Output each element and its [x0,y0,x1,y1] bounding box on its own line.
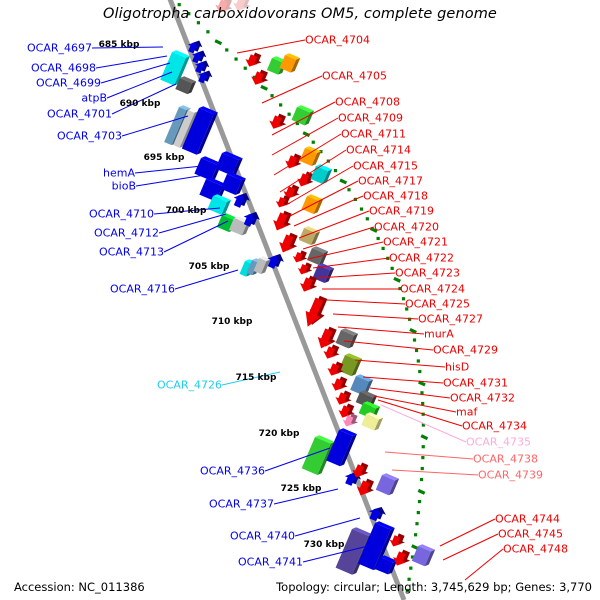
gene-label-ocar_4725[interactable]: OCAR_4725 [405,297,471,311]
gene-label-ocar_4710[interactable]: OCAR_4710 [88,207,154,221]
gene-label-ocar_4748[interactable]: OCAR_4748 [503,542,569,556]
gene-label-ocar_4699[interactable]: OCAR_4699 [35,76,101,90]
gene-label-ocar_4719[interactable]: OCAR_4719 [369,204,435,218]
gene-label-hema[interactable]: hemA [103,166,135,180]
gene-label-ocar_4698[interactable]: OCAR_4698 [30,61,96,75]
gene-label-ocar_4740[interactable]: OCAR_4740 [229,529,295,543]
scale-tick-685-kbp: 685 kbp [98,40,140,50]
gene-label-mura[interactable]: murA [424,327,454,341]
gene-label-ocar_4729[interactable]: OCAR_4729 [433,343,499,357]
genome-axis-line [167,0,407,600]
scale-tick-690-kbp: 690 kbp [119,99,161,109]
scale-tick-720-kbp: 720 kbp [258,429,300,439]
gene-label-ocar_4701[interactable]: OCAR_4701 [46,107,112,121]
gene-label-ocar_4716[interactable]: OCAR_4716 [109,282,175,296]
gene-label-ocar_4709[interactable]: OCAR_4709 [338,111,404,125]
gene-label-ocar_4714[interactable]: OCAR_4714 [346,143,412,157]
gene-label-ocar_4722[interactable]: OCAR_4722 [389,251,455,265]
gene-label-ocar_4724[interactable]: OCAR_4724 [400,282,466,296]
gene-label-ocar_4744[interactable]: OCAR_4744 [495,512,561,526]
gene-label-ocar_4741[interactable]: OCAR_4741 [237,555,303,569]
gene-label-ocar_4723[interactable]: OCAR_4723 [395,266,461,280]
gene-label-ocar_4738[interactable]: OCAR_4738 [473,452,539,466]
gene-label-ocar_4703[interactable]: OCAR_4703 [56,129,122,143]
gene-feature-layer[interactable] [160,0,436,576]
gene-label-ocar_4718[interactable]: OCAR_4718 [363,189,429,203]
gene-label-ocar_4727[interactable]: OCAR_4727 [418,312,484,326]
scale-tick-725-kbp: 725 kbp [280,484,322,494]
gene-label-ocar_4734[interactable]: OCAR_4734 [462,419,528,433]
scale-tick-715-kbp: 715 kbp [235,373,277,383]
scale-tick-705-kbp: 705 kbp [188,262,230,272]
gene-label-ocar_4713[interactable]: OCAR_4713 [98,245,164,259]
gene-label-ocar_4704[interactable]: OCAR_4704 [305,33,371,47]
gene-label-ocar_4705[interactable]: OCAR_4705 [322,69,388,83]
scale-tick-700-kbp: 700 kbp [165,206,207,216]
gene-label-hisd[interactable]: hisD [445,360,470,374]
gene-label-ocar_4715[interactable]: OCAR_4715 [353,159,419,173]
gene-label-ocar_4720[interactable]: OCAR_4720 [374,220,440,234]
scale-tick-695-kbp: 695 kbp [143,153,185,163]
gene-label-ocar_4739[interactable]: OCAR_4739 [478,468,544,482]
gene-label-ocar_4711[interactable]: OCAR_4711 [341,127,407,141]
gene-label-ocar_4736[interactable]: OCAR_4736 [199,464,265,478]
gene-label-ocar_4726[interactable]: OCAR_4726 [156,378,222,392]
accession-text: Accession: NC_011386 [14,580,145,594]
genome-summary-text: Topology: circular; Length: 3,745,629 bp… [276,580,592,594]
gene-label-ocar_4745[interactable]: OCAR_4745 [498,527,564,541]
page-title: Oligotropha carboxidovorans OM5, complet… [103,6,497,22]
gene-label-biob[interactable]: bioB [111,179,136,193]
scale-tick-730-kbp: 730 kbp [303,540,345,550]
scale-tick-710-kbp: 710 kbp [211,317,253,327]
gene-label-ocar_4721[interactable]: OCAR_4721 [383,235,449,249]
gene-label-maf[interactable]: maf [456,405,478,419]
gene-label-ocar_4712[interactable]: OCAR_4712 [93,226,159,240]
gene-label-ocar_4735[interactable]: OCAR_4735 [466,435,532,449]
gene-label-ocar_4708[interactable]: OCAR_4708 [335,95,401,109]
label-leader-lines [91,39,504,581]
gene-label-ocar_4697[interactable]: OCAR_4697 [26,41,92,55]
gene-label-ocar_4717[interactable]: OCAR_4717 [358,174,424,188]
gene-label-ocar_4732[interactable]: OCAR_4732 [450,391,516,405]
gene-label-ocar_4731[interactable]: OCAR_4731 [443,376,509,390]
gene-label-atpb[interactable]: atpB [81,91,107,105]
gene-label-ocar_4737[interactable]: OCAR_4737 [208,497,274,511]
